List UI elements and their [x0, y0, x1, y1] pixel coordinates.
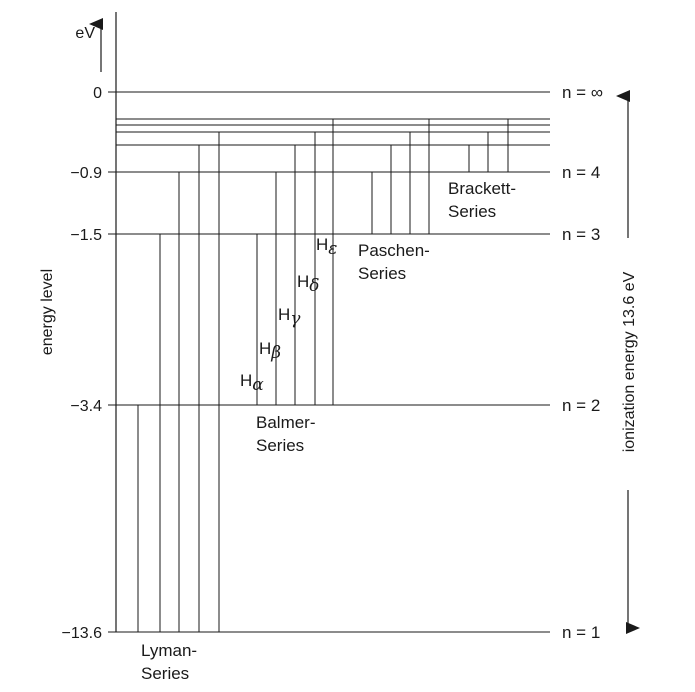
h-epsilon-label: Hε — [316, 235, 337, 259]
brackett-series-label: Brackett- Series — [448, 179, 521, 221]
energy-value-n4: −0.9 — [70, 165, 102, 182]
energy-value-0: 0 — [93, 85, 102, 102]
n-inf-label: n = ∞ — [562, 83, 603, 102]
n-1-label: n = 1 — [562, 623, 600, 642]
quantum-number-labels: n = ∞ n = 4 n = 3 n = 2 n = 1 — [562, 83, 603, 642]
series-labels: Lyman- Series Balmer- Series Paschen- Se… — [141, 179, 521, 683]
h-gamma-label: Hγ — [278, 305, 301, 329]
energy-value-n2: −3.4 — [70, 398, 102, 415]
energy-value-n1: −13.6 — [62, 625, 103, 642]
ionization-energy-label: ionization energy 13.6 eV — [621, 271, 638, 452]
energy-value-n3: −1.5 — [70, 227, 102, 244]
energy-level-label: energy level — [39, 269, 56, 355]
energy-levels — [108, 91, 550, 633]
n-4-label: n = 4 — [562, 163, 600, 182]
paschen-series-label: Paschen- Series — [358, 241, 435, 283]
brackett-transitions — [468, 119, 509, 172]
ev-label: eV — [75, 25, 95, 42]
h-alpha-label: Hα — [240, 371, 264, 395]
balmer-line-labels: Hα Hβ Hγ Hδ Hε — [240, 235, 337, 395]
paschen-transitions — [371, 119, 430, 234]
n-3-label: n = 3 — [562, 225, 600, 244]
balmer-transitions — [256, 119, 334, 405]
energy-values: 0 −0.9 −1.5 −3.4 −13.6 — [62, 85, 103, 642]
h-delta-label: Hδ — [297, 272, 320, 296]
h-beta-label: Hβ — [259, 339, 281, 363]
lyman-series-label: Lyman- Series — [141, 641, 202, 683]
n-2-label: n = 2 — [562, 396, 600, 415]
lyman-transitions — [137, 132, 220, 632]
balmer-series-label: Balmer- Series — [256, 413, 320, 455]
